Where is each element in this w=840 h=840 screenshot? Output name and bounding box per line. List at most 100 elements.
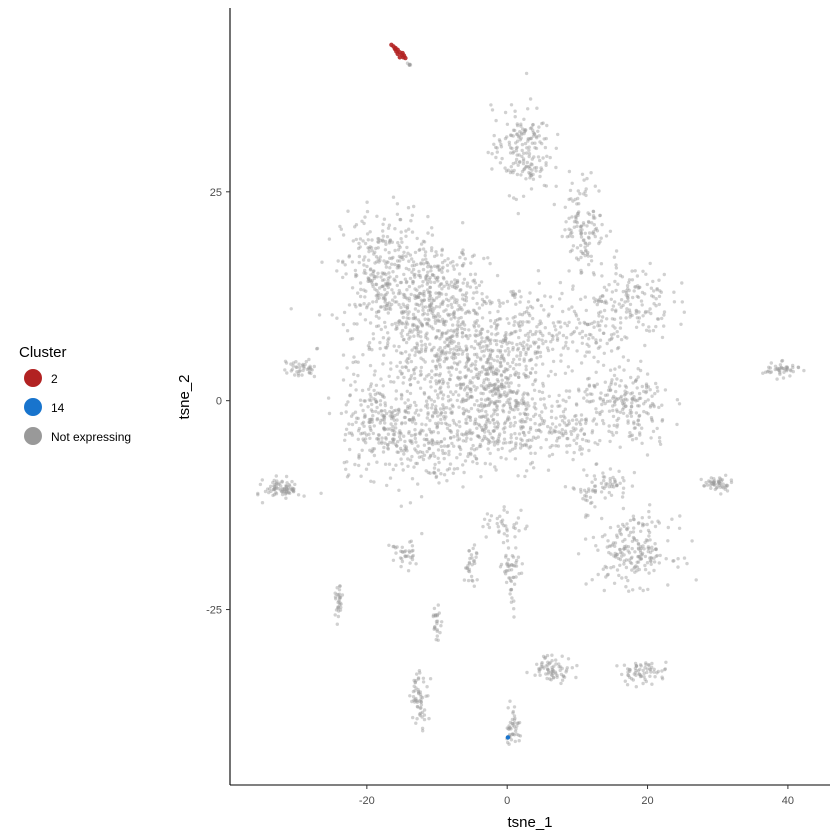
data-point-not-expressing — [398, 429, 402, 433]
data-point-not-expressing — [635, 565, 640, 569]
data-point-not-expressing — [557, 393, 561, 398]
data-point-not-expressing — [484, 387, 488, 391]
data-point-not-expressing — [351, 239, 355, 243]
data-point-not-expressing — [411, 280, 416, 284]
data-point-not-expressing — [468, 333, 472, 338]
data-point-not-expressing — [526, 375, 531, 379]
data-point-not-expressing — [434, 475, 438, 480]
data-point-not-expressing — [539, 397, 543, 401]
data-point-not-expressing — [558, 423, 562, 427]
data-point-not-expressing — [408, 403, 413, 408]
data-point-not-expressing — [466, 578, 471, 583]
data-point-not-expressing — [370, 307, 374, 311]
data-point-not-expressing — [556, 444, 561, 448]
data-point-not-expressing — [525, 343, 529, 347]
data-point-not-expressing — [390, 411, 394, 416]
data-point-not-expressing — [517, 572, 521, 576]
data-point-not-expressing — [469, 345, 474, 349]
data-point-not-expressing — [419, 698, 423, 702]
data-point-not-expressing — [513, 320, 517, 324]
data-point-not-expressing — [499, 562, 504, 567]
data-point-not-expressing — [583, 321, 587, 326]
data-point-not-expressing — [414, 345, 418, 350]
data-point-not-expressing — [685, 561, 689, 566]
data-point-not-expressing — [312, 364, 316, 369]
data-point-not-expressing — [525, 416, 529, 420]
data-point-not-expressing — [547, 394, 551, 398]
data-point-not-expressing — [635, 569, 639, 573]
data-point-not-expressing — [666, 583, 670, 587]
data-point-not-expressing — [495, 386, 500, 391]
data-point-not-expressing — [518, 446, 523, 450]
data-point-not-expressing — [475, 355, 480, 359]
data-point-not-expressing — [580, 427, 584, 431]
data-point-not-expressing — [359, 287, 363, 292]
data-point-not-expressing — [491, 418, 495, 422]
data-point-not-expressing — [561, 346, 566, 350]
data-point-not-expressing — [490, 349, 494, 353]
data-point-not-expressing — [422, 294, 426, 298]
data-point-not-expressing — [395, 545, 399, 549]
data-point-not-expressing — [649, 403, 653, 408]
data-point-not-expressing — [310, 368, 314, 372]
data-point-not-expressing — [539, 331, 543, 335]
data-point-not-expressing — [392, 409, 396, 413]
data-point-not-expressing — [522, 411, 526, 415]
data-point-not-expressing — [615, 535, 619, 539]
data-point-not-expressing — [425, 288, 430, 292]
data-point-not-expressing — [643, 563, 647, 568]
data-point-not-expressing — [518, 350, 523, 355]
data-point-not-expressing — [401, 302, 405, 306]
data-point-not-expressing — [694, 578, 698, 582]
data-point-not-expressing — [337, 592, 342, 596]
data-point-not-expressing — [503, 338, 508, 343]
data-point-not-expressing — [643, 554, 648, 559]
data-point-not-expressing — [282, 487, 286, 491]
data-point-not-expressing — [607, 338, 612, 342]
data-point-not-expressing — [418, 373, 423, 377]
data-point-not-expressing — [622, 562, 626, 566]
data-point-not-expressing — [432, 606, 437, 611]
data-point-not-expressing — [529, 187, 534, 191]
data-point-not-expressing — [488, 381, 492, 386]
data-point-not-expressing — [374, 246, 378, 251]
data-point-not-expressing — [599, 262, 604, 266]
data-point-not-expressing — [380, 271, 384, 275]
data-point-not-expressing — [456, 429, 460, 433]
data-point-not-expressing — [509, 738, 514, 742]
data-point-not-expressing — [594, 298, 598, 302]
data-point-not-expressing — [768, 366, 772, 370]
data-point-not-expressing — [587, 337, 591, 341]
data-point-not-expressing — [585, 224, 589, 228]
data-point-not-expressing — [461, 383, 465, 387]
data-point-not-expressing — [593, 488, 598, 493]
data-point-not-expressing — [430, 414, 435, 418]
data-point-not-expressing — [498, 432, 502, 436]
data-point-not-expressing — [369, 408, 374, 412]
data-point-not-expressing — [413, 307, 418, 311]
data-point-not-expressing — [487, 439, 491, 443]
data-point-not-expressing — [522, 420, 526, 424]
data-point-not-expressing — [418, 386, 423, 390]
data-point-not-expressing — [546, 667, 550, 672]
data-point-not-expressing — [363, 295, 367, 299]
data-point-not-expressing — [459, 306, 463, 310]
data-point-not-expressing — [631, 588, 635, 592]
data-point-cluster-2 — [394, 49, 399, 54]
data-point-not-expressing — [507, 440, 512, 445]
data-point-not-expressing — [633, 379, 638, 383]
axes — [229, 8, 830, 786]
data-point-not-expressing — [430, 311, 434, 315]
data-point-not-expressing — [541, 381, 545, 386]
data-point-not-expressing — [599, 481, 604, 485]
data-point-not-expressing — [410, 439, 414, 443]
data-point-not-expressing — [475, 447, 479, 451]
data-point-not-expressing — [493, 402, 498, 406]
data-point-not-expressing — [515, 721, 520, 725]
data-point-not-expressing — [379, 418, 383, 423]
data-point-not-expressing — [503, 349, 508, 353]
data-point-not-expressing — [428, 294, 432, 298]
data-point-not-expressing — [448, 436, 453, 440]
data-point-not-expressing — [419, 339, 423, 343]
data-point-not-expressing — [468, 381, 472, 385]
